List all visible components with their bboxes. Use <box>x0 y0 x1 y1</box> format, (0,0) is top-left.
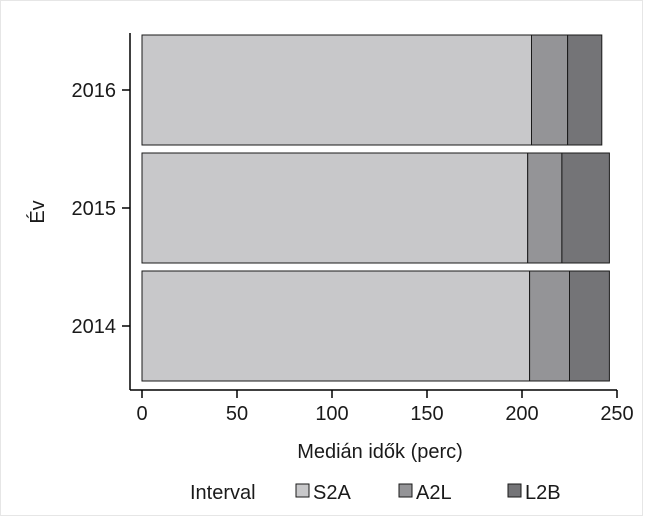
bar-2014-s2a <box>141 270 531 382</box>
bar-2016-s2a <box>141 34 532 146</box>
bar-2016-a2l <box>531 34 569 146</box>
y-tick-label-2016: 2016 <box>72 80 117 102</box>
x-axis-ticks: 0 50 100 150 200 250 <box>136 390 634 425</box>
bar-2014-a2l <box>529 270 570 382</box>
legend-swatch-l2b <box>507 483 522 498</box>
y-axis-title: Év <box>26 200 49 223</box>
y-tick-label-2015: 2015 <box>72 198 117 220</box>
legend-title: Interval <box>190 482 256 504</box>
bars-group <box>141 34 610 382</box>
x-tick-label-250: 250 <box>600 403 633 425</box>
x-tick-label-200: 200 <box>505 403 538 425</box>
y-axis-ticks: 2016 2015 2014 <box>72 80 130 338</box>
x-axis-title: Medián idők (perc) <box>297 441 463 463</box>
legend-label-a2l: A2L <box>416 482 452 504</box>
legend-swatch-a2l <box>398 483 413 498</box>
legend-swatch-s2a <box>295 483 310 498</box>
bar-2014-l2b <box>569 270 610 382</box>
bar-2015-s2a <box>141 152 529 264</box>
legend-label-l2b: L2B <box>525 482 561 504</box>
bar-2016-l2b <box>567 34 603 146</box>
x-tick-label-100: 100 <box>315 403 348 425</box>
y-tick-label-2014: 2014 <box>72 316 117 338</box>
bar-2015-a2l <box>527 152 563 264</box>
x-tick-label-150: 150 <box>410 403 443 425</box>
x-tick-label-0: 0 <box>136 403 147 425</box>
bar-2015-l2b <box>561 152 610 264</box>
legend-label-s2a: S2A <box>313 482 351 504</box>
x-tick-label-50: 50 <box>226 403 248 425</box>
legend: Interval S2A A2L L2B <box>190 482 561 504</box>
